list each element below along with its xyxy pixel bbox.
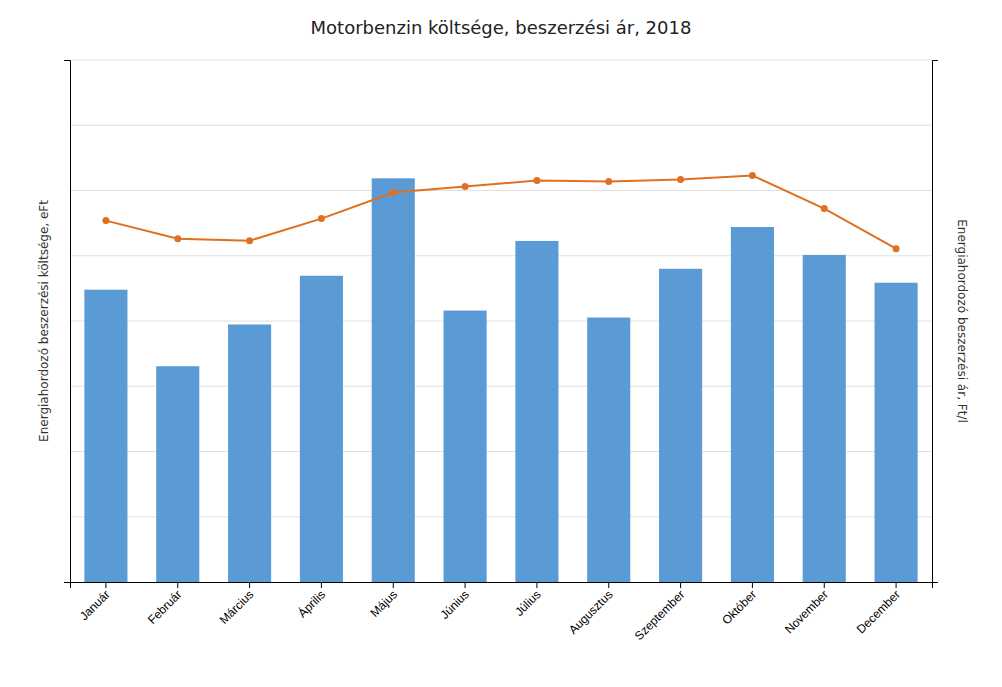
axis-line (933, 61, 939, 583)
marks (84, 172, 917, 582)
marker (677, 176, 684, 183)
marker (318, 215, 325, 222)
tick-mark (680, 582, 681, 588)
bar (659, 269, 702, 582)
y-axis-title: Energiahordozó beszerzési költsége, eFt (37, 200, 51, 442)
tick-mark (105, 582, 106, 588)
plot: Január Február Március Április Május Június Jú… (64, 60, 938, 643)
bar (515, 241, 558, 582)
bar (587, 318, 630, 582)
chart: Január Február Március Április Május Június Jú… (0, 0, 1002, 687)
tick: December (854, 582, 903, 636)
tick-label: Január (77, 587, 113, 623)
tick-label: Augusztus (566, 587, 616, 637)
tick: Február (145, 582, 185, 627)
tick: Szeptember (632, 582, 688, 643)
tick: November (782, 582, 831, 636)
tick-mark (393, 582, 394, 588)
tick-label: December (854, 587, 903, 636)
marker (390, 189, 397, 196)
y-axis (64, 61, 71, 583)
tick: Január (77, 582, 113, 623)
marker (246, 237, 253, 244)
bar (228, 324, 271, 582)
tick-mark (321, 582, 322, 588)
bar (803, 255, 846, 582)
tick-label: Október (719, 587, 759, 627)
bar (731, 227, 774, 582)
bar (875, 283, 918, 582)
tick-mark (465, 582, 466, 588)
marker (605, 178, 612, 185)
tick: Június (437, 582, 471, 622)
tick-mark (824, 582, 825, 588)
grid-line (70, 125, 932, 126)
tick-label: Szeptember (632, 587, 688, 643)
tick-mark (608, 582, 609, 588)
bar (372, 178, 415, 582)
tick-label: Július (512, 587, 544, 619)
marker (102, 217, 109, 224)
marker (174, 235, 181, 242)
tick-label: Április (294, 587, 328, 621)
bar (444, 311, 487, 582)
bar (300, 276, 343, 582)
bar (84, 290, 127, 582)
grid-line (70, 60, 932, 61)
axis-line (64, 61, 71, 583)
marker (749, 172, 756, 179)
tick: Augusztus (566, 582, 616, 637)
y2-axis-title: Energiahordozó beszerzési ár, Ft/l (955, 219, 969, 423)
tick-label: November (782, 587, 831, 636)
title: Motorbenzin költsége, beszerzési ár, 201… (311, 17, 692, 38)
line-series (102, 172, 899, 252)
tick-mark (536, 582, 537, 588)
marker (821, 205, 828, 212)
tick-mark (249, 582, 250, 588)
marker (893, 245, 900, 252)
tick-label: Május (368, 587, 401, 620)
tick-mark (752, 582, 753, 588)
tick-label: Június (437, 587, 471, 621)
tick-label: Február (145, 587, 185, 627)
tick-mark (177, 582, 178, 588)
bar (156, 366, 199, 582)
marker (533, 177, 540, 184)
x-axis: Január Február Március Április Május Június Jú… (71, 582, 933, 643)
axis-line (71, 583, 933, 589)
tick: Április (294, 582, 328, 620)
tick: Március (217, 582, 257, 627)
y2-axis (933, 61, 939, 583)
line (106, 175, 896, 248)
marker (462, 183, 469, 190)
grid-line (70, 190, 932, 191)
tick-label: Március (217, 587, 257, 627)
tick-mark (896, 582, 897, 588)
tick: Július (512, 582, 544, 619)
tick: Október (719, 582, 759, 627)
tick: Május (368, 582, 401, 620)
